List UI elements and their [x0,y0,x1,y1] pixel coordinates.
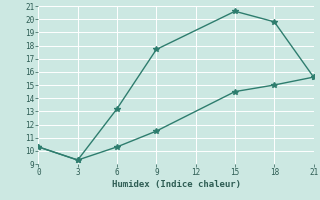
X-axis label: Humidex (Indice chaleur): Humidex (Indice chaleur) [111,180,241,189]
